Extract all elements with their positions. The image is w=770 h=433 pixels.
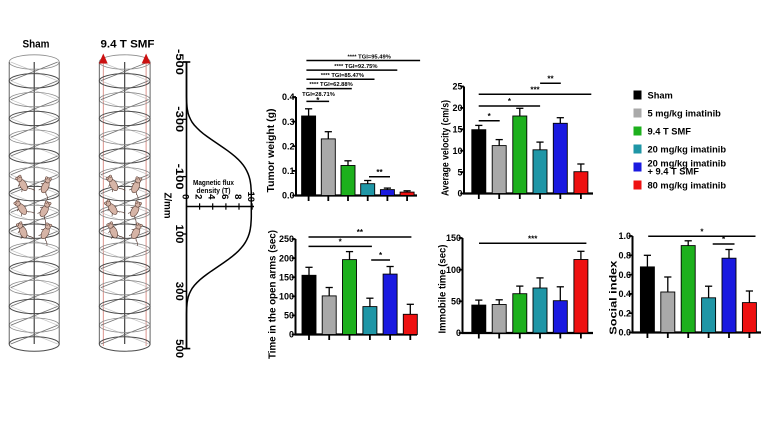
svg-text:10: 10 bbox=[452, 146, 462, 156]
svg-text:***: *** bbox=[528, 234, 538, 243]
svg-text:20 mg/kg imatinib: 20 mg/kg imatinib bbox=[648, 144, 727, 154]
svg-text:**** TGI=62.88%: **** TGI=62.88% bbox=[309, 82, 352, 88]
svg-text:80 mg/kg imatinib: 80 mg/kg imatinib bbox=[648, 180, 727, 190]
svg-text:0.0: 0.0 bbox=[618, 328, 631, 338]
svg-text:0.3: 0.3 bbox=[282, 117, 295, 127]
svg-text:Social index: Social index bbox=[608, 261, 620, 335]
svg-text:250: 250 bbox=[279, 234, 294, 244]
svg-text:100: 100 bbox=[279, 292, 294, 302]
svg-text:4: 4 bbox=[206, 194, 217, 200]
svg-text:0.0: 0.0 bbox=[282, 191, 295, 201]
svg-text:1.0: 1.0 bbox=[618, 231, 631, 241]
svg-text:8: 8 bbox=[232, 194, 243, 199]
svg-text:0: 0 bbox=[289, 330, 294, 340]
svg-text:25: 25 bbox=[452, 82, 462, 92]
svg-text:Tumor weight (g): Tumor weight (g) bbox=[265, 109, 277, 193]
svg-text:*: * bbox=[316, 96, 320, 105]
svg-text:*: * bbox=[379, 251, 383, 260]
svg-text:5: 5 bbox=[457, 167, 462, 177]
svg-text:-100: -100 bbox=[173, 164, 185, 190]
svg-text:5 mg/kg imatinib: 5 mg/kg imatinib bbox=[648, 108, 722, 118]
svg-text:9.4 T SMF: 9.4 T SMF bbox=[648, 126, 692, 136]
svg-text:Time in the open arms (sec): Time in the open arms (sec) bbox=[266, 230, 278, 359]
svg-text:50: 50 bbox=[451, 297, 461, 307]
svg-text:*: * bbox=[339, 238, 343, 247]
svg-text:50: 50 bbox=[284, 311, 294, 321]
svg-text:500: 500 bbox=[173, 339, 185, 358]
svg-text:20 mg/kg imatinib: 20 mg/kg imatinib bbox=[648, 159, 727, 169]
svg-text:0.8: 0.8 bbox=[618, 251, 631, 261]
svg-text:0: 0 bbox=[457, 189, 462, 199]
svg-text:0.6: 0.6 bbox=[618, 270, 631, 280]
svg-text:-300: -300 bbox=[173, 106, 185, 132]
svg-text:2: 2 bbox=[193, 194, 204, 199]
svg-text:density (T): density (T) bbox=[197, 186, 231, 195]
svg-text:Sham: Sham bbox=[23, 39, 50, 51]
svg-text:*: * bbox=[700, 227, 704, 236]
svg-text:150: 150 bbox=[279, 272, 294, 282]
svg-text:0.4: 0.4 bbox=[282, 92, 295, 102]
svg-text:100: 100 bbox=[173, 225, 185, 244]
svg-text:Immobile time (sec): Immobile time (sec) bbox=[437, 245, 449, 334]
svg-text:+ 9.4 T SMF: + 9.4 T SMF bbox=[648, 167, 700, 177]
svg-text:Z/mm: Z/mm bbox=[162, 193, 173, 219]
svg-text:0.4: 0.4 bbox=[618, 289, 631, 299]
svg-text:9.4 T SMF: 9.4 T SMF bbox=[101, 39, 155, 51]
svg-text:300: 300 bbox=[173, 282, 185, 301]
svg-text:**: ** bbox=[547, 74, 554, 83]
svg-text:Average velocity (cm/s): Average velocity (cm/s) bbox=[439, 100, 451, 196]
svg-text:*: * bbox=[508, 97, 512, 106]
svg-text:TGI=28.71%: TGI=28.71% bbox=[302, 92, 335, 98]
svg-text:***: *** bbox=[530, 85, 540, 94]
svg-text:0: 0 bbox=[456, 328, 461, 338]
svg-text:**: ** bbox=[357, 228, 364, 237]
svg-text:0: 0 bbox=[180, 194, 191, 199]
svg-text:100: 100 bbox=[446, 265, 461, 275]
svg-text:**: ** bbox=[376, 168, 383, 177]
svg-text:0.2: 0.2 bbox=[618, 308, 631, 318]
svg-text:**** TGI=85.47%: **** TGI=85.47% bbox=[321, 73, 364, 79]
svg-text:**** TGI=95.49%: **** TGI=95.49% bbox=[348, 54, 391, 60]
svg-text:0.2: 0.2 bbox=[282, 141, 295, 151]
svg-text:*: * bbox=[722, 235, 726, 244]
svg-text:Sham: Sham bbox=[648, 90, 673, 100]
svg-text:15: 15 bbox=[452, 125, 462, 135]
svg-text:**** TGI=92.75%: **** TGI=92.75% bbox=[334, 64, 377, 70]
svg-text:0.1: 0.1 bbox=[282, 166, 295, 176]
svg-text:150: 150 bbox=[446, 233, 461, 243]
svg-text:-500: -500 bbox=[173, 49, 185, 75]
svg-text:6: 6 bbox=[219, 194, 230, 199]
svg-text:200: 200 bbox=[279, 253, 294, 263]
svg-text:*: * bbox=[488, 112, 492, 121]
svg-text:Magnetic flux: Magnetic flux bbox=[193, 178, 235, 187]
svg-text:20: 20 bbox=[452, 103, 462, 113]
